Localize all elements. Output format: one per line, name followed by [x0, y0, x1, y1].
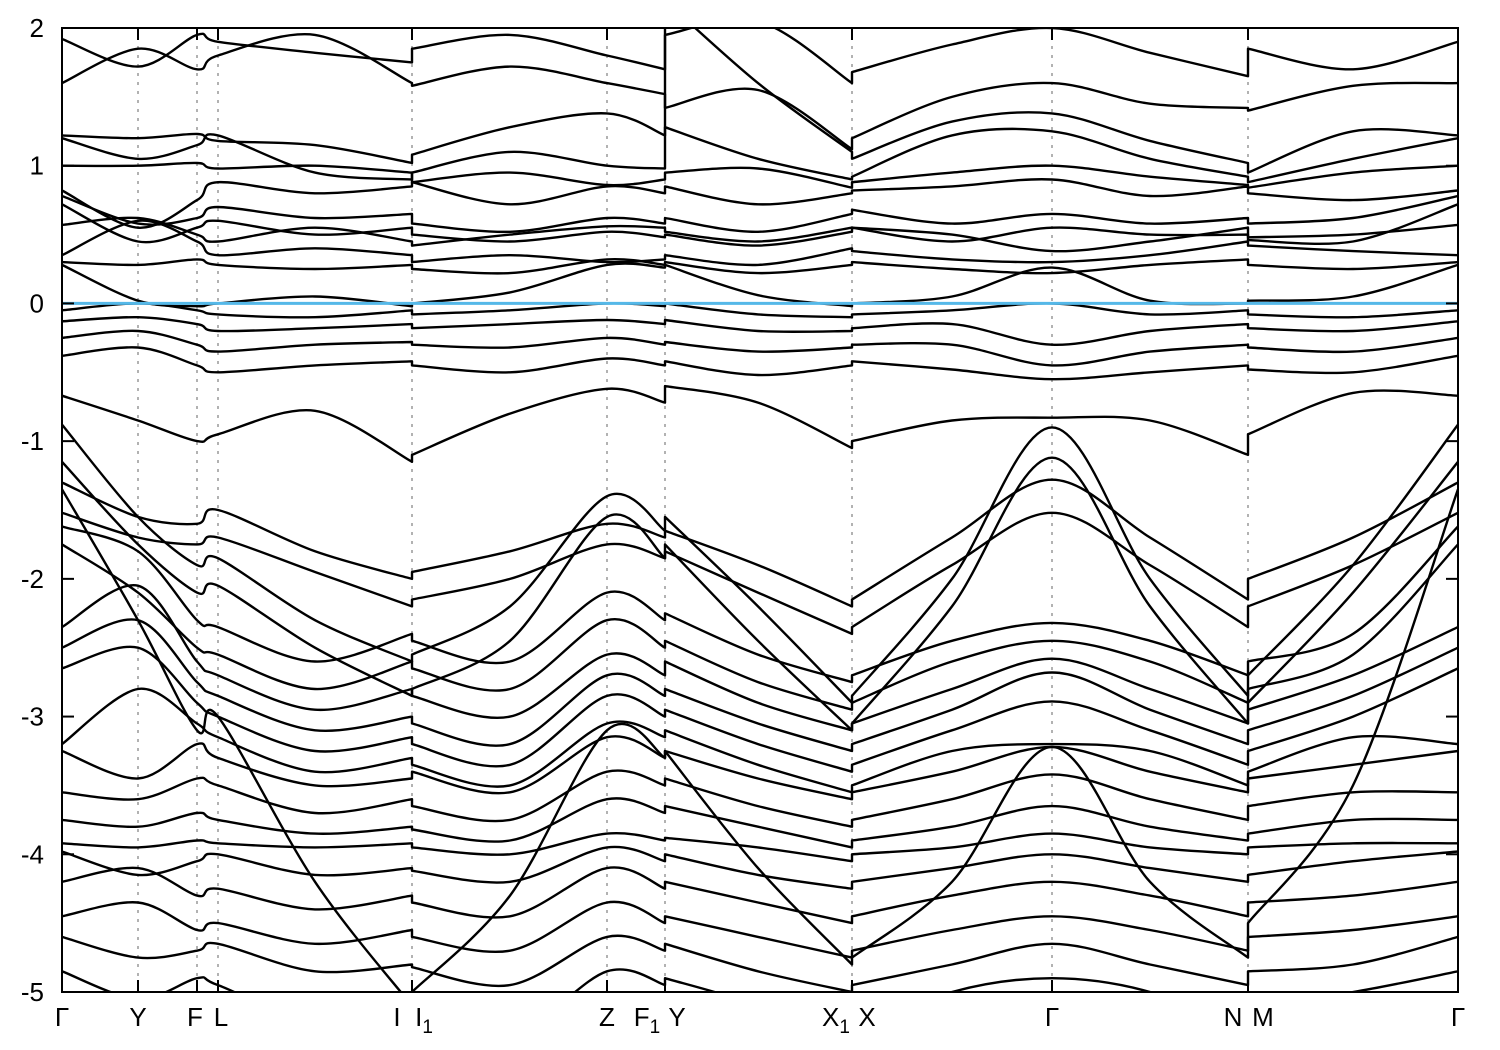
band-line	[62, 262, 1458, 308]
k-point-label: X1	[822, 1002, 850, 1038]
y-tick-label: -3	[21, 702, 44, 732]
k-point-label: Y	[668, 1002, 685, 1032]
band-line	[62, 315, 1458, 346]
band-line	[62, 161, 1458, 189]
k-point-label: X	[858, 1002, 875, 1032]
k-point-label: Γ	[1451, 1002, 1465, 1032]
band-line	[62, 543, 1458, 711]
y-tick-label: 1	[30, 151, 44, 181]
band-line	[62, 216, 1458, 253]
band-line	[62, 866, 1458, 925]
band-line	[62, 831, 1458, 863]
k-point-label: F	[187, 1002, 203, 1032]
band-line	[62, 329, 1458, 367]
band-line	[62, 302, 1458, 319]
band-line	[62, 687, 1458, 794]
band-line	[62, 934, 1458, 992]
y-tick-label: -2	[21, 564, 44, 594]
band-line	[62, 126, 1458, 184]
band-line	[62, 525, 1458, 684]
y-tick-label: 0	[30, 288, 44, 318]
band-line	[62, 194, 1458, 234]
band-line	[62, 33, 1458, 151]
k-gridlines	[137, 28, 1249, 992]
band-line	[62, 735, 1458, 801]
k-point-label: I1	[415, 1002, 433, 1038]
k-point-label: Y	[129, 1002, 146, 1032]
k-point-label: N	[1224, 1002, 1243, 1032]
k-point-label: Z	[599, 1002, 615, 1032]
band-line	[62, 257, 1458, 275]
plot-border	[61, 27, 1459, 993]
band-line	[62, 203, 1458, 247]
k-point-label: L	[214, 1002, 228, 1032]
band-line	[62, 28, 1458, 174]
band-line	[62, 456, 1458, 732]
k-point-label: F1	[634, 1002, 660, 1038]
band-line	[62, 584, 1458, 732]
band-line	[62, 769, 1458, 828]
band-line	[62, 219, 1458, 267]
k-point-label: I	[393, 1002, 400, 1032]
y-tick-label: -5	[21, 977, 44, 1007]
band-line	[62, 478, 1458, 608]
band-line	[62, 384, 1458, 463]
band-line	[62, 423, 1458, 704]
k-point-label: Γ	[1045, 1002, 1059, 1032]
y-tick-label: -1	[21, 426, 44, 456]
k-point-label: Γ	[55, 1002, 69, 1032]
band-line	[62, 346, 1458, 381]
y-tick-label: 2	[30, 13, 44, 43]
band-line	[62, 28, 1458, 85]
k-point-labels: Γ Y F L I I1 Z F1 Y X1 X Γ N M Γ	[55, 1002, 1465, 1038]
band-line	[62, 797, 1458, 849]
band-line	[62, 900, 1458, 959]
band-line	[62, 618, 1458, 753]
y-tick-label: -4	[21, 839, 44, 869]
band-line	[62, 488, 1458, 992]
tick-marks	[62, 27, 1458, 993]
y-axis-labels: 2 1 0 -1 -2 -3 -4 -5	[21, 13, 44, 1007]
band-line	[62, 845, 1458, 890]
band-line	[62, 178, 1458, 229]
k-point-label: M	[1252, 1002, 1274, 1032]
band-line	[62, 511, 1458, 636]
